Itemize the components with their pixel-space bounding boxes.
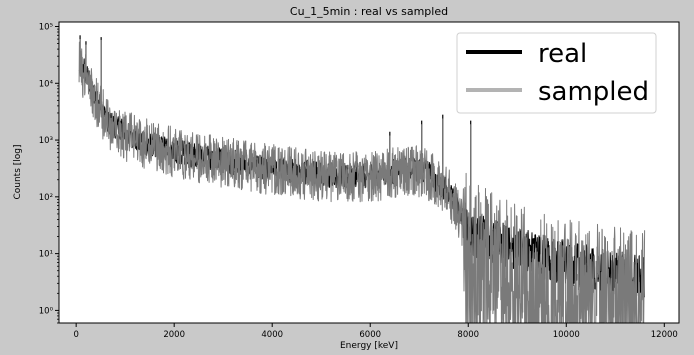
x-axis-label: Energy [keV] xyxy=(340,341,398,351)
axes-frame xyxy=(58,21,680,324)
y-tick-label: 10³ xyxy=(39,136,53,146)
x-tick-label: 12000 xyxy=(651,330,678,340)
x-tick-label: 4000 xyxy=(261,330,283,340)
x-tick-label: 0 xyxy=(73,330,78,340)
y-tick-label: 10² xyxy=(39,193,53,203)
legend: real sampled xyxy=(456,32,657,114)
x-tick-label: 2000 xyxy=(163,330,185,340)
x-tick-label: 8000 xyxy=(457,330,479,340)
y-tick-label: 10⁰ xyxy=(39,306,54,316)
legend-label-real: real xyxy=(538,39,587,69)
y-tick-label: 10¹ xyxy=(39,250,53,260)
chart-title: Cu_1_5min : real vs sampled xyxy=(290,5,448,18)
y-axis-label: Counts [log] xyxy=(13,144,23,199)
x-tick-label: 6000 xyxy=(359,330,381,340)
x-tick-label: 10000 xyxy=(553,330,580,340)
y-tick-label: 10⁵ xyxy=(39,22,53,32)
y-tick-label: 10⁴ xyxy=(39,79,54,89)
x-axis-ticks: 0 2000 4000 6000 8000 10000 12000 xyxy=(73,323,678,340)
legend-label-sampled: sampled xyxy=(538,77,649,107)
y-axis-ticks: 10⁰ 10¹ 10² 10³ 10⁴ 10⁵ xyxy=(39,22,59,324)
